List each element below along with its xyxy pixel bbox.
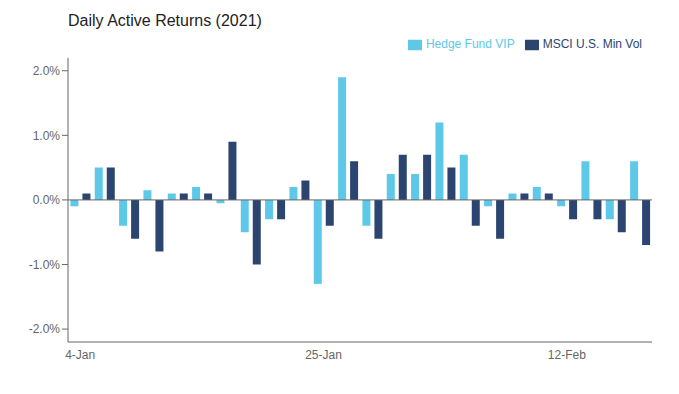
svg-text:2.0%: 2.0%	[33, 64, 61, 78]
svg-text:4-Jan: 4-Jan	[65, 348, 95, 362]
html-text:MSCI U.S. Min Vol: MSCI U.S. Min Vol	[542, 37, 642, 51]
svg-text:1.0%: 1.0%	[33, 129, 61, 143]
svg-text:25-Jan: 25-Jan	[305, 348, 342, 362]
svg-text:0.0%: 0.0%	[33, 193, 61, 207]
svg-text:-1.0%: -1.0%	[29, 258, 61, 272]
svg-text:12-Feb: 12-Feb	[548, 348, 586, 362]
svg-text:-2.0%: -2.0%	[29, 322, 61, 336]
html-text:Hedge Fund VIP: Hedge Fund VIP	[425, 37, 515, 51]
html-text:Daily Active Returns (2021): Daily Active Returns (2021)	[68, 12, 262, 29]
